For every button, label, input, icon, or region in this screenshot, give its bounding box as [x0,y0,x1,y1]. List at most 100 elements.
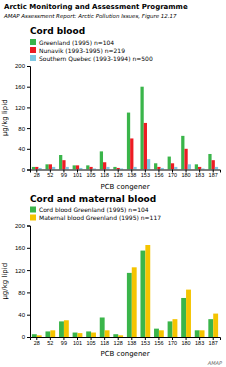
tick-mark [27,128,30,129]
bar [106,167,109,170]
bar [32,334,37,337]
tick-mark [27,170,30,171]
tick: 120 [15,105,30,111]
bar [171,163,174,169]
bar [59,155,62,169]
tick-label: 120 [15,268,26,274]
bar [52,167,55,170]
bar [174,167,177,170]
tick: 80 [18,290,30,296]
bar [168,321,173,337]
tick: 200 [15,223,30,229]
bar [32,167,35,170]
bar [132,267,137,337]
legend-swatch [30,47,36,53]
tick-label: 99 [61,340,67,346]
bar [73,165,76,169]
bar [181,298,186,337]
legend-swatch [30,207,36,213]
bar [93,168,96,169]
tick: 183 [195,337,204,346]
tick-label: 138 [127,172,136,178]
legend-item: Cord blood Greenland (1995) n=104 [30,206,149,213]
bar [64,320,69,337]
bar [140,251,145,337]
tick: 128 [114,170,123,179]
tick: 128 [114,337,123,346]
tick: 156 [154,170,163,179]
tick-label: 101 [73,340,82,346]
tick-label: 160 [15,84,26,90]
bar [161,168,164,170]
bar [103,162,106,169]
bar [100,317,105,337]
tick: 0 [22,334,30,340]
tick: 52 [47,337,53,346]
bar [127,273,132,337]
tick: 101 [73,170,82,179]
tick: 105 [86,170,95,179]
tick-label: 170 [168,172,177,178]
tick: 138 [127,337,136,346]
bar [49,164,52,169]
tick: 200 [15,63,30,69]
tick-label: 128 [114,340,123,346]
tick-mark [27,87,30,88]
tick: 153 [141,170,150,179]
tick-label: 105 [86,340,95,346]
bar [159,330,164,337]
x-axis-title: PCB congener [100,350,149,358]
bar [73,333,78,337]
tick: 153 [141,337,150,346]
legend-swatch [30,215,36,221]
tick-label: 138 [127,340,136,346]
bar [144,123,147,170]
tick-label: 40 [18,146,25,152]
tick: 160 [15,84,30,90]
bar [154,163,157,169]
tick-label: 28 [34,172,40,178]
tick: 40 [18,312,30,318]
bar-series [35,123,215,170]
tick: 170 [168,170,177,179]
bar [37,335,42,337]
header-title: Arctic Monitoring and Assessment Program… [4,3,188,11]
chart: Cord blood040801201602002852991011051181… [1,26,221,191]
bar [184,149,187,170]
bar-series [32,87,212,170]
tick-label: 52 [47,172,53,178]
tick-label: 156 [154,340,163,346]
header-subtitle: AMAP Assessment Report: Arctic Pollution… [3,13,177,20]
legend-swatch [30,39,36,45]
tick-label: 101 [73,172,82,178]
tick-label: 160 [15,245,26,251]
bar [91,333,96,337]
tick-label: 80 [18,290,25,296]
tick: 80 [18,126,30,132]
y-axis: 0 40 80 120 160 200 [15,223,31,341]
bar [117,168,120,170]
bar [181,136,184,170]
tick-mark [27,226,30,227]
tick: 187 [209,337,218,346]
tick-label: 105 [86,172,95,178]
tick-label: 183 [195,172,204,178]
tick: 160 [15,245,30,251]
bar [157,167,160,170]
bar [147,159,150,169]
tick-label: 118 [100,172,109,178]
figure: Arctic Monitoring and Assessment Program… [0,0,226,367]
annotation: AMAP [207,360,222,366]
axis-line [31,170,221,173]
bars [32,87,218,170]
bar [140,87,143,170]
tick-label: 52 [47,340,53,346]
legend-label: Maternal blood Greenland (1995) n=117 [39,214,161,221]
legend-item: Maternal blood Greenland (1995) n=117 [30,214,161,221]
tick-label: 28 [34,340,40,346]
bar-series [37,245,218,337]
bar [86,331,91,337]
tick-label: 187 [209,340,218,346]
bar [200,330,205,337]
bar [133,167,136,170]
